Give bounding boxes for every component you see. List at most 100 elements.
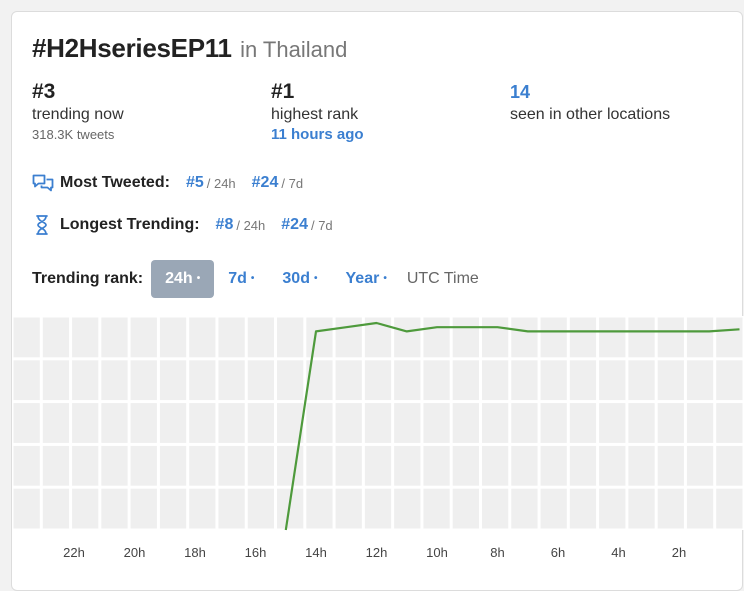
longest-trending-7d-period: / 7d [310, 217, 333, 233]
grid-cell [101, 488, 128, 529]
grid-cell [130, 360, 157, 401]
tweet-count: 318.3K tweets [32, 127, 115, 142]
grid-cell [247, 317, 275, 358]
trending-rank-tabs: Trending rank: 24h • 7d • 30d • Year • UTC T… [32, 260, 479, 298]
most-tweeted-24h-period: / 24h [206, 175, 236, 191]
x-tick-label: 8h [490, 545, 504, 560]
grid-cell [716, 488, 743, 529]
grid-cell [335, 403, 362, 443]
grid-cell [13, 488, 40, 529]
x-tick-label: 20h [124, 545, 146, 560]
grid-cell [159, 445, 187, 486]
grid-cell [101, 445, 128, 486]
grid-cell [159, 317, 187, 358]
grid-cell [42, 488, 70, 529]
grid-cell [335, 317, 362, 358]
highest-rank-time-link[interactable]: 11 hours ago [271, 126, 364, 143]
longest-trending-7d-link[interactable]: #24 [281, 216, 308, 233]
x-tick-label: 6h [551, 545, 565, 560]
grid-cell [540, 360, 567, 401]
grid-cell [423, 317, 450, 358]
most-tweeted-24h-link[interactable]: #5 [185, 174, 204, 191]
grid-cell [716, 360, 743, 401]
grid-cell [306, 488, 333, 529]
grid-cell [101, 317, 128, 358]
grid-cell [686, 317, 714, 358]
longest-trending-label: Longest Trending: [60, 216, 200, 233]
longest-trending-24h-link[interactable]: #8 [215, 216, 234, 233]
grid-cell [481, 445, 509, 486]
most-tweeted-7d-period: / 7d [281, 175, 304, 191]
grid-cell [657, 403, 684, 443]
grid-cell [159, 403, 187, 443]
grid-cell [569, 317, 597, 358]
grid-cell [189, 488, 216, 529]
grid-cell [101, 403, 128, 443]
x-tick-label: 16h [245, 545, 267, 560]
grid-cell [159, 360, 187, 401]
grid-cell [72, 403, 99, 443]
grid-cell [13, 317, 40, 358]
grid-cell [218, 317, 245, 358]
grid-cell [481, 488, 509, 529]
grid-cell [72, 317, 99, 358]
tab-year[interactable]: Year • [345, 270, 387, 287]
grid-cell [277, 317, 304, 358]
tab-30d[interactable]: 30d • [282, 270, 318, 287]
grid-cell [628, 403, 655, 443]
most-tweeted-row: Most Tweeted: #5 / 24h #24 / 7d [32, 172, 319, 194]
location-label: in Thailand [240, 37, 348, 62]
grid-cell [247, 360, 275, 401]
x-tick-label: 22h [63, 545, 85, 560]
grid-cell [189, 445, 216, 486]
current-rank-stat: #3 trending now 318.3K tweets [32, 80, 124, 144]
tab-24h[interactable]: 24h • [151, 260, 215, 298]
grid-cell [306, 317, 333, 358]
grid-cell [277, 403, 304, 443]
grid-cell [716, 445, 743, 486]
grid-cell [335, 445, 362, 486]
grid-cell [394, 488, 421, 529]
highest-rank-label: highest rank [271, 106, 359, 123]
grid-cell [686, 360, 714, 401]
grid-cell [686, 445, 714, 486]
grid-cell [686, 488, 714, 529]
trending-rank-label: Trending rank: [32, 270, 144, 287]
hourglass-icon [32, 214, 54, 236]
longest-trending-24h-period: / 24h [236, 217, 266, 233]
grid-cell [540, 445, 567, 486]
highest-rank-stat: #1 highest rank 11 hours ago [271, 80, 364, 144]
grid-cell [716, 403, 743, 443]
chat-bubbles-icon [32, 172, 54, 194]
title-row: #H2HseriesEP11 in Thailand [32, 33, 347, 64]
x-tick-label: 12h [366, 545, 388, 560]
grid-cell [277, 360, 304, 401]
grid-cell [247, 488, 275, 529]
grid-cell [218, 360, 245, 401]
utc-time-toggle[interactable]: UTC Time [406, 270, 479, 287]
other-locations-link[interactable]: 14 [510, 82, 531, 102]
trend-card: #H2HseriesEP11 in Thailand #3 trending n… [11, 11, 744, 591]
grid-cell [511, 317, 538, 358]
most-tweeted-label: Most Tweeted: [60, 174, 170, 191]
grid-cell [452, 317, 479, 358]
grid-cell [101, 360, 128, 401]
most-tweeted-7d-link[interactable]: #24 [251, 174, 279, 191]
grid-cell [42, 403, 70, 443]
grid-cell [599, 360, 626, 401]
grid-cell [657, 488, 684, 529]
grid-cell [423, 445, 450, 486]
grid-cell [13, 360, 40, 401]
grid-cell [130, 403, 157, 443]
grid-cell [306, 403, 333, 443]
grid-cell [686, 403, 714, 443]
tab-7d[interactable]: 7d • [228, 270, 255, 287]
grid-cell [628, 445, 655, 486]
grid-cell [569, 488, 597, 529]
grid-cell [452, 403, 479, 443]
grid-cell [364, 360, 392, 401]
grid-cell [628, 317, 655, 358]
trending-rank-chart: 22h 20h 18h 16h 14h 12h 10h 8h 6h 4h 2h [12, 316, 744, 560]
grid-cell [452, 488, 479, 529]
grid-cell [481, 317, 509, 358]
